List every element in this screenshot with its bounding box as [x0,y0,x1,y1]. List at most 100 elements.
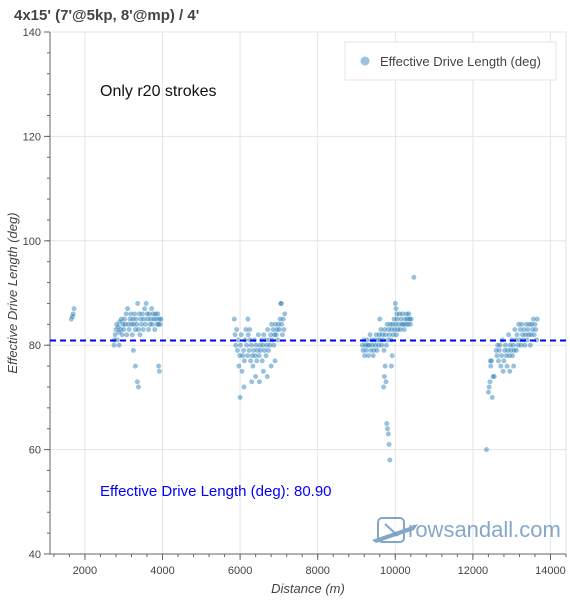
scatter-point [235,337,241,343]
scatter-point [126,326,132,333]
scatter-point [145,326,152,333]
scatter-point [148,316,154,322]
scatter-point [511,363,517,369]
scatter-point [267,342,273,348]
y-tick-label: 120 [23,131,41,143]
scatter-point [519,321,525,327]
scatter-point [264,373,270,380]
scatter-point [119,332,125,338]
scatter-point [237,353,243,359]
scatter-point [487,358,493,364]
scatter-point [408,316,414,322]
scatter-point [363,347,369,353]
scatter-point [272,358,278,364]
scatter-point [254,358,260,364]
scatter-point [241,347,247,353]
scatter-point [512,326,518,333]
scatter-point [149,321,155,327]
y-axis-label: Effective Drive Length (deg) [5,212,20,373]
scatter-point [367,332,373,338]
scatter-point [272,321,278,327]
y-tick-label: 40 [29,549,41,561]
scatter-point [150,311,156,317]
scatter-point [121,316,128,322]
scatter-point [530,316,536,322]
scatter-point [387,457,393,463]
scatter-point [407,316,413,322]
scatter-point [384,426,391,432]
scatter-point [503,353,509,359]
scatter-point [502,342,509,348]
scatter-point [251,347,257,353]
scatter-point [241,384,247,390]
scatter-point [386,441,392,447]
chart-title: 4x15' (7'@5kp, 8'@mp) / 4' [14,7,199,24]
scatter-point [490,373,496,380]
scatter-point [141,316,147,322]
scatter-point [526,321,533,327]
scatter-point [259,358,265,364]
scatter-point [274,326,280,333]
scatter-point [507,368,513,374]
scatter-point [280,316,286,322]
scatter-point [521,326,527,333]
scatter-point [513,347,519,353]
scatter-point [488,358,495,364]
scatter-point [383,332,389,338]
scatter-point [381,347,387,353]
scatter-point [261,347,268,353]
scatter-point [244,342,250,348]
scatter-point [231,316,237,322]
scatter-point [265,347,271,353]
scatter-point [531,332,537,338]
scatter-point [411,274,417,280]
scatter-point [255,332,261,338]
scatter-point [383,379,389,385]
scatter-point [486,384,492,390]
scatter-point [127,316,133,322]
scatter-point [534,316,540,322]
x-tick-label: 14000 [535,565,566,577]
scatter-point [132,311,138,317]
scatter-point [156,363,162,369]
scatter-point [377,316,383,322]
scatter-point [129,332,135,338]
scatter-point [381,373,387,380]
scatter-point [257,342,263,348]
scatter-points [68,274,540,463]
scatter-point [373,332,379,338]
x-tick-label: 8000 [305,565,329,577]
scatter-point [117,319,123,325]
scatter-point [256,353,262,359]
scatter-point [130,347,136,353]
scatter-point [510,342,516,348]
scatter-point [157,321,163,327]
scatter-point [234,326,240,333]
x-axis-label: Distance (m) [271,581,345,596]
scatter-point [514,332,520,338]
scatter-point [360,347,366,353]
x-tick-label: 4000 [150,565,174,577]
scatter-point [252,353,258,359]
scatter-point [392,326,398,333]
scatter-point [365,353,372,359]
scatter-point [489,394,495,400]
tick-labels: 40 60 80 100 120 140 2000 4000 6000 8000 10000 1200… [23,27,567,577]
scatter-point [135,326,142,333]
scatter-point [406,311,412,317]
scatter-point [156,316,162,322]
legend-label: Effective Drive Length (deg) [380,54,541,69]
scatter-point [134,321,140,327]
scatter-point [133,316,139,322]
scatter-point [378,326,384,333]
scatter-point [501,358,507,364]
scatter-point [261,332,267,338]
scatter-point [506,353,512,359]
scatter-point [142,306,148,312]
scatter-point [370,353,376,359]
scatter-point [491,373,497,380]
scatter-point [405,321,411,327]
scatter-point [253,373,259,380]
scatter-point [118,316,124,322]
scatter-point [391,316,397,322]
